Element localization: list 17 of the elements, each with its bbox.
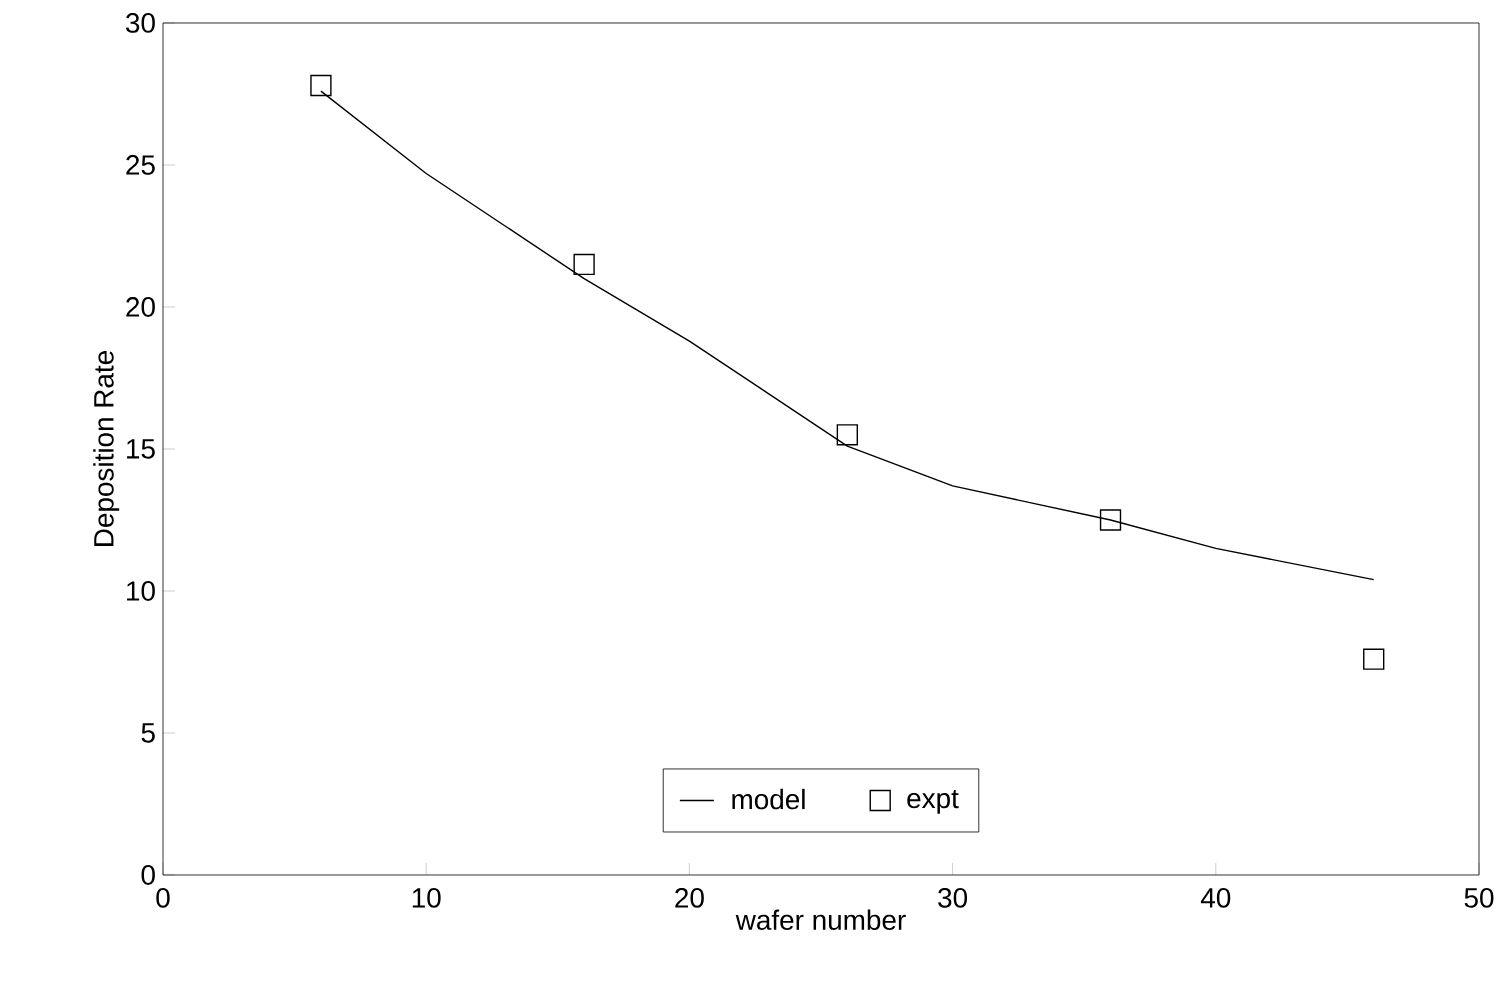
y-tick-label: 30 [126, 13, 155, 33]
y-tick-label: 10 [127, 581, 155, 601]
y-tick-label: 0 [141, 865, 155, 885]
x-tick-label: 0 [156, 887, 170, 908]
x-axis-title: wafer number [735, 909, 906, 930]
x-tick-label: 40 [1200, 887, 1231, 908]
legend-label: expt [907, 789, 959, 814]
x-tick-label: 20 [675, 887, 704, 908]
x-tick-label: 30 [938, 887, 968, 908]
legend-label: model [732, 788, 805, 810]
y-axis-title: Deposition Rate [93, 351, 120, 546]
x-tick-label: 10 [412, 887, 441, 908]
y-tick-label: 20 [126, 297, 155, 317]
x-tick-label: 50 [1464, 887, 1494, 908]
y-tick-label: 25 [126, 155, 155, 175]
y-tick-label: 15 [127, 439, 155, 459]
y-tick-label: 5 [141, 723, 155, 743]
